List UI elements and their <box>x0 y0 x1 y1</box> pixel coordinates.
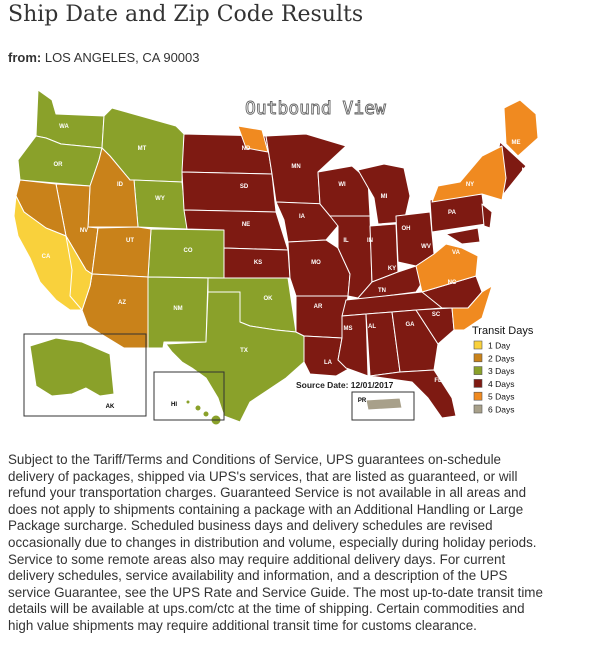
state-pr <box>365 397 403 411</box>
label-ne: NE <box>242 222 250 228</box>
label-al: AL <box>368 324 376 330</box>
legend-label-1: 1 Day <box>488 341 511 351</box>
label-nj: NJ <box>492 216 500 222</box>
from-value: LOS ANGELES, CA 90003 <box>44 50 200 65</box>
source-date: Source Date: 12/01/2017 <box>296 380 394 390</box>
inset-alaska <box>23 333 147 417</box>
state-va <box>415 243 479 293</box>
label-wi: WI <box>338 182 346 188</box>
label-me: ME <box>512 140 521 146</box>
state-ut <box>91 226 152 278</box>
label-nm: NM <box>173 306 182 312</box>
label-wa: WA <box>59 124 69 130</box>
label-oh: OH <box>402 226 411 232</box>
state-me <box>503 99 539 157</box>
state-nm <box>147 276 209 349</box>
label-nd: ND <box>242 146 251 152</box>
map-view-title: Outbound View <box>245 98 386 119</box>
state-hi-1 <box>185 399 191 405</box>
legend-title: Transit Days <box>472 325 534 337</box>
state-ga <box>391 309 439 373</box>
label-or: OR <box>54 162 64 168</box>
legend-swatch-4 <box>473 379 483 388</box>
state-ny <box>431 145 507 203</box>
state-nj <box>481 203 493 229</box>
label-ar: AR <box>314 304 323 310</box>
label-vt: VT <box>486 136 494 142</box>
label-tn: TN <box>378 288 386 294</box>
legend-swatch-1 <box>473 340 483 350</box>
label-mi: MI <box>381 194 388 200</box>
transit-map: Outbound View WA OR CA NV ID MT WY UT AZ… <box>6 86 572 432</box>
label-co: CO <box>184 248 193 254</box>
label-az: AZ <box>118 300 126 306</box>
state-az <box>81 273 149 349</box>
origin-info: from: LOS ANGELES, CA 90003 <box>8 50 200 65</box>
label-mo: MO <box>311 260 321 266</box>
label-il: IL <box>343 238 349 244</box>
legend-label-5: 5 Days <box>488 392 514 402</box>
state-wy <box>133 179 188 230</box>
label-wv: WV <box>421 244 431 250</box>
from-label: from: <box>8 50 42 65</box>
inset-hawaii <box>153 371 225 421</box>
state-ar <box>295 295 349 339</box>
label-in: IN <box>367 238 373 244</box>
label-id: ID <box>117 182 124 188</box>
state-sd <box>181 171 277 213</box>
label-la: LA <box>324 360 333 366</box>
label-tx: TX <box>240 348 248 354</box>
state-ak <box>29 337 115 397</box>
label-ga: GA <box>406 322 416 328</box>
label-pa: PA <box>448 210 457 216</box>
state-hi-3 <box>202 410 210 418</box>
guarantee-disclaimer: Subject to the Tariff/Terms and Conditio… <box>8 452 543 633</box>
label-ok: OK <box>264 296 274 302</box>
label-nv: NV <box>80 228 88 234</box>
label-nc: NC <box>448 280 457 286</box>
page-title: Ship Date and Zip Code Results <box>8 2 364 27</box>
inset-puerto-rico <box>351 391 415 421</box>
state-hi-2 <box>194 404 202 412</box>
legend-label-3: 3 Days <box>488 366 514 376</box>
state-tx <box>165 291 305 423</box>
label-fl: FL <box>434 378 442 384</box>
state-nv-south <box>65 235 93 311</box>
label-sc: SC <box>432 312 441 318</box>
label-ut: UT <box>126 238 134 244</box>
label-ky: KY <box>388 266 396 272</box>
label-ks: KS <box>254 260 262 266</box>
label-ma: MA <box>525 178 535 184</box>
label-ca: CA <box>42 254 51 260</box>
legend-label-4: 4 Days <box>488 379 514 389</box>
label-mn: MN <box>291 164 300 170</box>
label-ny: NY <box>466 182 474 188</box>
state-fl <box>369 369 457 419</box>
legend-swatch-3 <box>473 366 483 375</box>
label-wy: WY <box>155 196 165 202</box>
label-pr: PR <box>358 398 367 404</box>
label-sd: SD <box>240 184 249 190</box>
label-mt: MT <box>138 146 147 152</box>
label-ak: AK <box>106 404 115 410</box>
legend-label-6: 6 Days <box>488 405 514 415</box>
label-ri: RI <box>523 196 529 202</box>
legend-swatch-5 <box>473 391 483 401</box>
legend-swatch-2 <box>473 353 483 363</box>
transit-legend: Transit Days 1 Day 2 Days 3 Days 4 Days 5 Da… <box>472 325 534 415</box>
label-md: MD <box>495 244 505 250</box>
state-md <box>445 227 481 245</box>
label-va: VA <box>452 250 461 256</box>
label-ct: CT <box>506 206 514 212</box>
label-ia: IA <box>299 214 306 220</box>
state-nd-west <box>237 125 269 153</box>
label-nh: NH <box>522 168 531 174</box>
legend-label-2: 2 Days <box>488 353 514 363</box>
label-de: DE <box>492 232 500 238</box>
state-mi <box>357 163 411 225</box>
state-nc-east <box>451 285 493 331</box>
legend-swatch-6 <box>473 404 483 414</box>
label-ms: MS <box>344 326 353 332</box>
label-hi: HI <box>171 402 177 408</box>
